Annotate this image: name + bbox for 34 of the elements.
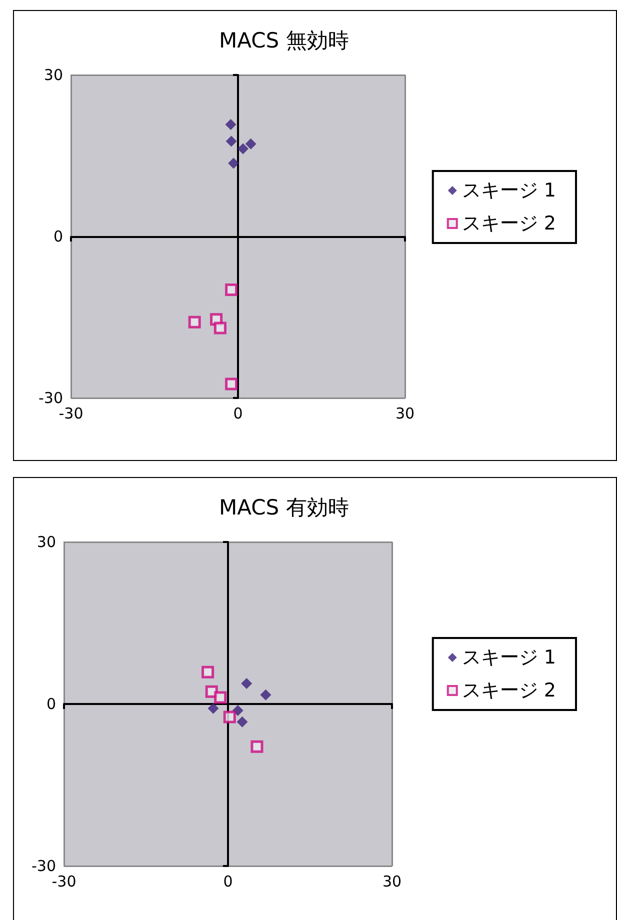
y-tick-label: -30 [38,389,63,407]
point [228,158,240,169]
y-tick-label: 30 [36,533,56,551]
point [241,678,252,689]
x-tick-label: 30 [395,404,415,422]
point [250,740,264,753]
x-tick-label: 30 [382,872,402,890]
point [223,710,236,724]
legend-label: スキージ 2 [462,212,556,234]
point [214,691,227,704]
chart-title: MACS 無効時 [219,28,349,52]
point [260,689,272,700]
point [225,119,236,130]
point [208,702,219,714]
point [188,316,201,328]
point [236,716,248,728]
legend-label: スキージ 1 [462,646,556,668]
legend-label: スキージ 2 [462,680,556,702]
legend-label: スキージ 1 [462,180,556,202]
point [245,138,256,150]
y-tick-label: -30 [32,857,56,875]
y-tick-label: 30 [44,66,63,84]
point [202,666,214,678]
x-tick-label: 0 [233,404,243,422]
y-tick-label: 0 [46,695,56,713]
y-tick-label: 0 [53,228,63,246]
point [238,143,249,154]
point [226,136,237,147]
point [214,322,226,334]
point [225,284,238,296]
x-tick-label: -30 [58,404,84,422]
point [225,378,238,390]
x-tick-label: 0 [223,872,233,890]
chart-title: MACS 有効時 [219,496,349,520]
